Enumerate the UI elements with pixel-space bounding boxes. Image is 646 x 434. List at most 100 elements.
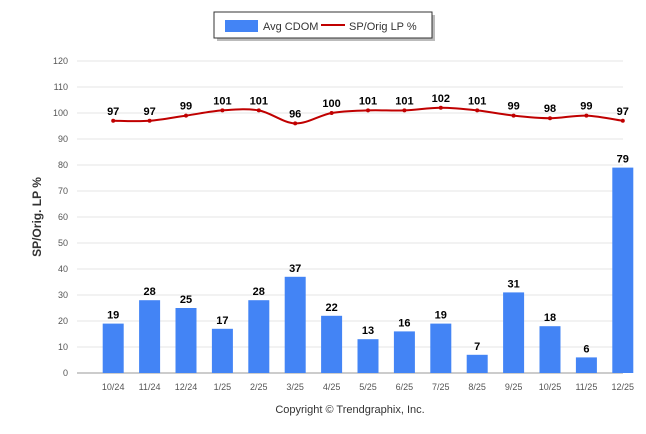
y-tick-label: 40 <box>58 264 68 274</box>
x-tick-label: 11/25 <box>575 382 597 392</box>
legend-label-line: SP/Orig LP % <box>349 21 417 33</box>
line-point <box>584 113 589 118</box>
x-tick-label: 3/25 <box>286 382 304 392</box>
bar-data-label: 19 <box>107 310 119 322</box>
line-data-label: 102 <box>432 93 450 105</box>
y-tick-label: 70 <box>58 186 68 196</box>
bar-data-label: 22 <box>325 302 337 314</box>
x-tick-label: 2/25 <box>250 382 268 392</box>
bar-series <box>102 167 634 373</box>
bar-data-label: 13 <box>362 325 374 337</box>
y-axis-ticks: 0 10 20 30 40 50 60 70 80 90 100 110 120 <box>53 56 68 378</box>
bar-data-labels: 19 28 25 17 28 37 22 13 16 19 7 31 18 6 79 <box>107 154 629 356</box>
y-tick-label: 80 <box>58 160 68 170</box>
line-point <box>329 111 334 115</box>
gridlines <box>77 60 623 374</box>
line-point <box>111 118 116 123</box>
line-data-label: 99 <box>507 101 519 113</box>
x-tick-label: 11/24 <box>139 382 161 392</box>
y-tick-label: 90 <box>58 134 68 144</box>
x-tick-label: 6/25 <box>396 382 414 392</box>
line-point <box>511 113 516 118</box>
bar <box>393 331 415 373</box>
x-tick-label: 1/25 <box>214 382 232 392</box>
bar <box>175 308 197 373</box>
line-point <box>147 118 152 123</box>
line-point <box>184 113 188 118</box>
bar <box>211 328 233 373</box>
line-point <box>220 108 225 113</box>
line-data-label: 97 <box>617 106 629 118</box>
line-data-label: 97 <box>107 106 119 118</box>
y-tick-label: 60 <box>58 212 68 222</box>
line-data-label: 101 <box>468 95 486 107</box>
bar <box>430 323 452 373</box>
bar-data-label: 18 <box>544 312 556 324</box>
line-series <box>111 105 625 126</box>
bar-data-label: 25 <box>180 294 192 306</box>
line-point <box>475 108 480 113</box>
bar-data-label: 31 <box>507 278 519 290</box>
line-data-label: 100 <box>322 98 340 110</box>
line-point <box>366 108 370 113</box>
x-tick-label: 12/25 <box>612 382 635 392</box>
bar <box>357 339 379 373</box>
bar-data-label: 17 <box>216 315 228 327</box>
legend-swatch-bar <box>225 20 258 32</box>
bar <box>612 167 634 373</box>
line-data-label: 98 <box>544 103 556 115</box>
bar-data-label: 79 <box>617 154 629 166</box>
copyright-text: Copyright © Trendgraphix, Inc. <box>275 404 424 416</box>
line-point <box>256 108 261 113</box>
x-tick-label: 10/25 <box>539 382 562 392</box>
bar-data-label: 16 <box>398 317 410 329</box>
legend: Avg CDOM SP/Orig LP % <box>213 11 435 41</box>
line-data-label: 99 <box>580 101 592 113</box>
line-data-label: 101 <box>395 95 413 107</box>
y-tick-label: 20 <box>58 316 68 326</box>
line-data-label: 101 <box>213 95 231 107</box>
bar <box>284 276 306 373</box>
line-data-label: 96 <box>289 108 301 120</box>
line-data-label: 99 <box>180 101 192 113</box>
x-tick-label: 9/25 <box>505 382 523 392</box>
x-axis-ticks: 10/24 11/24 12/24 1/25 2/25 3/25 4/25 5/25 6/25 7… <box>102 382 634 392</box>
line-point <box>548 116 552 121</box>
y-axis-label: SP/Orig. LP % <box>30 177 44 257</box>
line-data-labels: 97 97 99 101 101 96 100 101 101 102 101 99 98 99 97 <box>107 93 629 121</box>
bar-data-label: 7 <box>474 341 480 353</box>
bar-data-label: 6 <box>583 343 589 355</box>
y-tick-label: 50 <box>58 238 68 248</box>
legend-label-bar: Avg CDOM <box>263 21 318 33</box>
bar <box>321 315 343 373</box>
x-tick-label: 7/25 <box>432 382 450 392</box>
bar <box>466 354 488 373</box>
y-tick-label: 120 <box>53 56 68 66</box>
x-tick-label: 10/24 <box>102 382 125 392</box>
bar-data-label: 28 <box>253 286 265 298</box>
bar <box>102 323 124 373</box>
line-point <box>293 121 298 126</box>
bar <box>248 300 270 373</box>
x-tick-label: 5/25 <box>359 382 377 392</box>
line-data-label: 101 <box>250 95 268 107</box>
bar <box>503 292 525 373</box>
bar <box>575 357 597 373</box>
x-tick-label: 8/25 <box>468 382 486 392</box>
y-tick-label: 100 <box>53 108 68 118</box>
y-tick-label: 30 <box>58 290 68 300</box>
line-point <box>402 108 407 113</box>
bar-data-label: 37 <box>289 263 301 275</box>
x-tick-label: 4/25 <box>323 382 341 392</box>
bar <box>539 326 561 373</box>
y-tick-label: 10 <box>58 342 68 352</box>
bar-data-label: 28 <box>143 286 155 298</box>
line-data-label: 101 <box>359 95 377 107</box>
x-tick-label: 12/24 <box>175 382 198 392</box>
line-point <box>438 105 443 110</box>
y-tick-label: 0 <box>63 368 68 378</box>
y-tick-label: 110 <box>54 82 68 92</box>
bar-data-label: 19 <box>435 310 447 322</box>
line-data-label: 97 <box>143 106 155 118</box>
